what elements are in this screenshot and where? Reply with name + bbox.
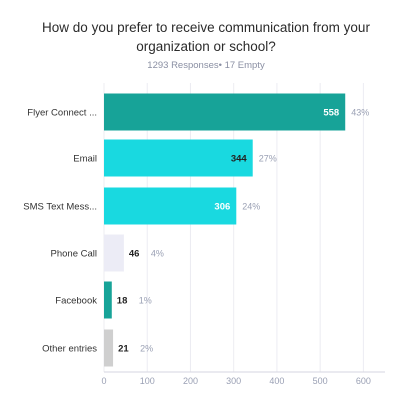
percent-label: 24% bbox=[242, 202, 260, 212]
percent-label: 1% bbox=[139, 296, 152, 306]
value-label: 344 bbox=[231, 154, 248, 165]
category-label: Other entries bbox=[42, 344, 97, 355]
chart-title-line-2: organization or school? bbox=[136, 39, 276, 54]
x-tick-label: 600 bbox=[356, 376, 371, 386]
category-label: Facebook bbox=[55, 296, 97, 307]
x-tick-label: 100 bbox=[140, 376, 155, 386]
value-label: 306 bbox=[214, 202, 230, 213]
x-tick-label: 500 bbox=[313, 376, 328, 386]
value-label: 18 bbox=[117, 296, 128, 307]
x-tick-label: 300 bbox=[226, 376, 241, 386]
bar bbox=[104, 281, 112, 319]
bar bbox=[104, 93, 346, 131]
value-label: 558 bbox=[323, 108, 339, 119]
percent-label: 27% bbox=[259, 154, 277, 164]
responses-summary: 1293 Responses• 17 Empty bbox=[147, 60, 265, 71]
x-tick-label: 400 bbox=[269, 376, 284, 386]
x-tick-label: 200 bbox=[183, 376, 198, 386]
category-label: Flyer Connect ... bbox=[27, 108, 97, 119]
category-label: Phone Call bbox=[51, 249, 97, 260]
category-label: SMS Text Mess... bbox=[23, 202, 97, 213]
bar bbox=[104, 329, 114, 367]
value-label: 46 bbox=[129, 249, 140, 260]
bar bbox=[104, 139, 253, 177]
value-label: 21 bbox=[118, 344, 129, 355]
bar bbox=[104, 234, 124, 272]
chart-title: How do you prefer to receive communicati… bbox=[0, 18, 412, 56]
percent-label: 4% bbox=[151, 249, 164, 259]
bar bbox=[104, 187, 237, 225]
x-tick-label: 0 bbox=[101, 376, 106, 386]
chart-title-line-1: How do you prefer to receive communicati… bbox=[42, 20, 370, 35]
percent-label: 43% bbox=[351, 108, 369, 118]
percent-label: 2% bbox=[140, 344, 153, 354]
category-label: Email bbox=[73, 154, 97, 165]
